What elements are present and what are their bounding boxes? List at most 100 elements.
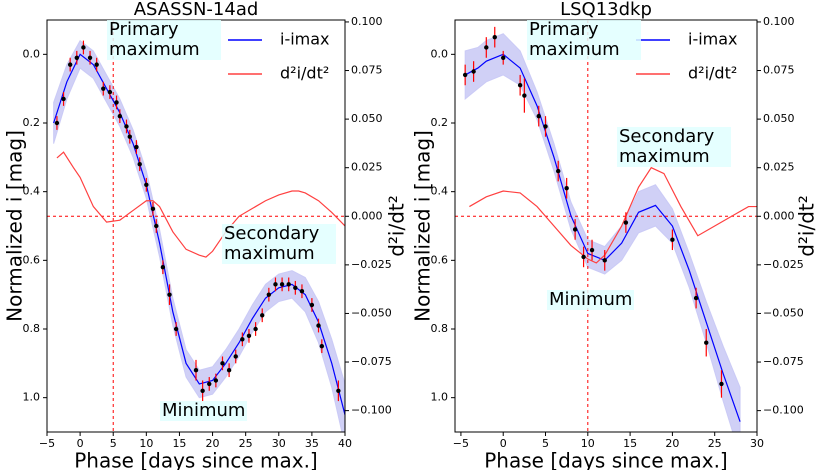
- legend-label: i-imax: [688, 30, 738, 49]
- data-point: [336, 388, 341, 393]
- data-point: [61, 96, 66, 102]
- y2-axis-label: d²i/dt²: [795, 195, 819, 257]
- legend-label: d²i/dt²: [280, 64, 329, 83]
- y2-tick-label: 0.050: [763, 112, 795, 125]
- data-point: [124, 124, 129, 129]
- x-axis-label: Phase [days since max.]: [74, 449, 318, 471]
- annotation: Secondary maximum: [617, 127, 731, 167]
- data-point: [101, 86, 106, 91]
- data-point: [127, 134, 132, 139]
- data-point: [246, 333, 252, 339]
- data-point: [150, 206, 156, 212]
- data-point: [137, 162, 142, 167]
- y2-tick-label: 0.000: [351, 209, 383, 222]
- data-point: [114, 100, 119, 105]
- x-tick-label: 10: [581, 437, 595, 450]
- data-point: [581, 254, 586, 260]
- data-point: [213, 378, 219, 383]
- data-point: [167, 292, 172, 297]
- x-tick-label: 25: [708, 437, 722, 450]
- data-point: [564, 186, 569, 191]
- data-point: [704, 340, 709, 345]
- data-point: [240, 337, 245, 342]
- data-point: [253, 326, 258, 332]
- legend-label: d²i/dt²: [688, 64, 737, 83]
- confidence-band: [53, 39, 345, 432]
- data-point: [316, 323, 321, 328]
- x-tick-label: 10: [139, 437, 153, 450]
- x-tick-label: 15: [172, 437, 186, 450]
- data-point: [536, 113, 541, 119]
- data-point: [484, 45, 489, 50]
- series-line: [469, 166, 757, 264]
- data-point: [273, 282, 278, 287]
- chart-title: LSQ13dkp: [560, 0, 652, 20]
- data-point: [226, 368, 232, 373]
- confidence-band: [464, 33, 741, 432]
- y-tick-label: 1.0: [431, 391, 449, 404]
- data-point: [623, 220, 629, 225]
- data-point: [286, 282, 291, 287]
- legend-label: i-imax: [280, 30, 330, 49]
- data-point: [94, 62, 99, 67]
- data-point: [233, 354, 238, 359]
- x-tick-label: 15: [623, 437, 637, 450]
- data-point: [517, 83, 523, 88]
- annotation: Minimum: [160, 400, 248, 421]
- y-tick-label: 0.4: [23, 185, 41, 198]
- data-point: [193, 368, 199, 373]
- y-axis-label: Normalized i [mag]: [411, 130, 435, 322]
- x-tick-label: 0: [77, 437, 84, 450]
- data-point: [207, 381, 212, 387]
- data-point: [81, 45, 86, 50]
- annotation: Secondary maximum: [222, 224, 336, 264]
- series-line: [56, 151, 345, 258]
- annotation: Minimum: [547, 289, 635, 310]
- data-point: [572, 227, 578, 232]
- x-tick-label: 5: [542, 437, 549, 450]
- y-tick-label: 0.8: [431, 322, 449, 335]
- y-tick-label: 0.8: [23, 322, 41, 335]
- y2-tick-label: 0.000: [763, 209, 795, 222]
- x-axis-label: Phase [days since max.]: [484, 449, 728, 471]
- y2-tick-label: 0.100: [351, 15, 383, 28]
- data-point: [293, 285, 298, 290]
- x-tick-label: 25: [239, 437, 253, 450]
- data-point: [260, 313, 265, 318]
- data-point: [134, 144, 139, 150]
- x-tick-label: 20: [206, 437, 220, 450]
- data-point: [107, 89, 113, 95]
- series-line: [464, 53, 741, 422]
- y-tick-label: 0.0: [23, 47, 41, 60]
- x-tick-label: 30: [750, 437, 764, 450]
- y2-tick-label: 0.025: [763, 161, 795, 174]
- data-point: [160, 265, 166, 270]
- data-point: [719, 381, 724, 387]
- x-tick-label: 5: [110, 437, 117, 450]
- data-point: [266, 292, 272, 297]
- y-tick-label: 1.0: [23, 391, 41, 404]
- data-point: [670, 237, 675, 242]
- plot-area: [47, 20, 345, 432]
- data-point: [154, 223, 159, 229]
- y-tick-label: 0.2: [23, 116, 41, 129]
- data-point: [522, 93, 527, 98]
- x-tick-label: 40: [338, 437, 352, 450]
- y-tick-label: 0.6: [431, 253, 449, 266]
- y2-tick-label: −0.025: [763, 258, 804, 271]
- x-tick-label: 30: [272, 437, 286, 450]
- annotation: Primary maximum: [527, 20, 641, 60]
- y-tick-label: 0.2: [431, 116, 449, 129]
- data-point: [309, 302, 315, 308]
- y2-tick-label: −0.075: [763, 355, 804, 368]
- data-point: [543, 124, 548, 129]
- y2-tick-label: −0.100: [763, 404, 804, 417]
- data-point: [471, 69, 476, 74]
- data-point: [693, 295, 699, 301]
- data-point: [462, 72, 468, 78]
- y-tick-label: 0.6: [23, 253, 41, 266]
- plot-area: [455, 20, 757, 432]
- data-point: [279, 282, 285, 287]
- data-point: [299, 289, 305, 294]
